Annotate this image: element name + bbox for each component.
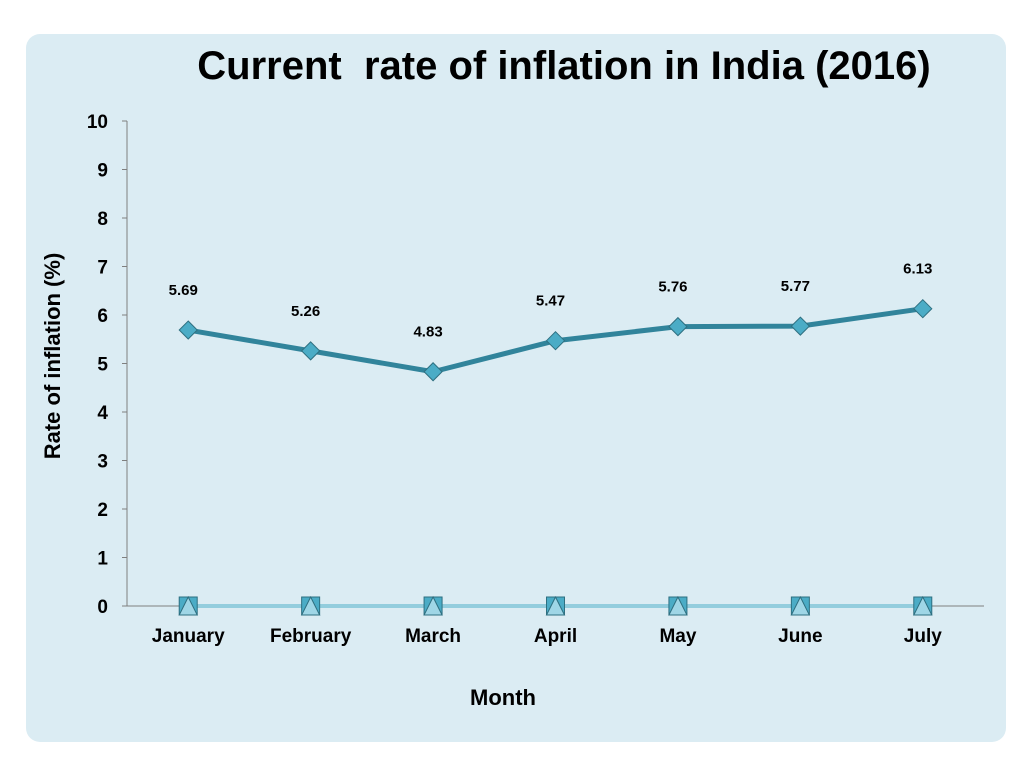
y-tick-label: 0 — [97, 597, 108, 618]
x-tick-label: March — [405, 626, 461, 647]
series-1-marker — [913, 298, 933, 319]
data-label: 4.83 — [413, 324, 442, 341]
y-tick-label: 1 — [97, 549, 108, 570]
y-tick-label: 7 — [97, 258, 108, 279]
x-tick-label: May — [659, 626, 696, 647]
y-tick-label: 4 — [97, 403, 108, 424]
series-1-marker — [545, 330, 566, 351]
series-2-marker-triangle — [790, 595, 811, 616]
x-tick-label: January — [152, 626, 225, 647]
y-tick-label: 10 — [87, 112, 108, 133]
series-1-marker — [300, 341, 321, 361]
series-2-marker-triangle — [912, 595, 933, 616]
series-2-marker-triangle — [423, 595, 443, 616]
series-2-marker-triangle — [545, 595, 566, 616]
y-tick-label: 6 — [97, 306, 108, 327]
y-tick-label: 2 — [97, 500, 108, 521]
x-tick-labels: January February March April May June July — [152, 626, 942, 647]
data-label: 5.69 — [169, 282, 198, 299]
series-2-marker-triangle — [178, 595, 199, 616]
data-labels: 5.69 5.26 4.83 5.47 5.76 5.77 6.13 — [169, 261, 933, 341]
series-1 — [178, 298, 933, 382]
y-tick-label: 3 — [97, 452, 108, 473]
x-tick-label: February — [270, 626, 352, 647]
x-tick-label: April — [534, 626, 577, 647]
series-1-marker — [668, 316, 688, 337]
data-label: 5.26 — [291, 303, 320, 320]
series-1-marker — [790, 316, 811, 336]
series-1-marker — [178, 320, 198, 340]
chart-title: Current rate of inflation in India (2016… — [197, 44, 931, 88]
data-label: 5.47 — [536, 293, 565, 310]
x-tick-label: July — [904, 626, 942, 647]
chart-panel — [26, 34, 1006, 742]
data-label: 5.76 — [658, 279, 687, 296]
series-2 — [178, 595, 933, 616]
y-tick-label: 9 — [97, 161, 108, 182]
series-1-marker — [423, 362, 443, 382]
series-2-marker-triangle — [668, 595, 688, 616]
y-tick-label: 8 — [97, 209, 108, 230]
y-axis-title: Rate of inflation (%) — [40, 253, 65, 460]
x-axis-title: Month — [470, 685, 536, 710]
axes — [122, 120, 984, 607]
x-tick-label: June — [778, 626, 822, 647]
data-label: 5.77 — [781, 278, 810, 295]
y-tick-labels: 0 1 2 3 4 5 6 7 8 9 10 — [87, 112, 109, 618]
series-2-marker-triangle — [300, 595, 321, 616]
y-tick-label: 5 — [97, 355, 108, 376]
data-label: 6.13 — [903, 261, 932, 278]
